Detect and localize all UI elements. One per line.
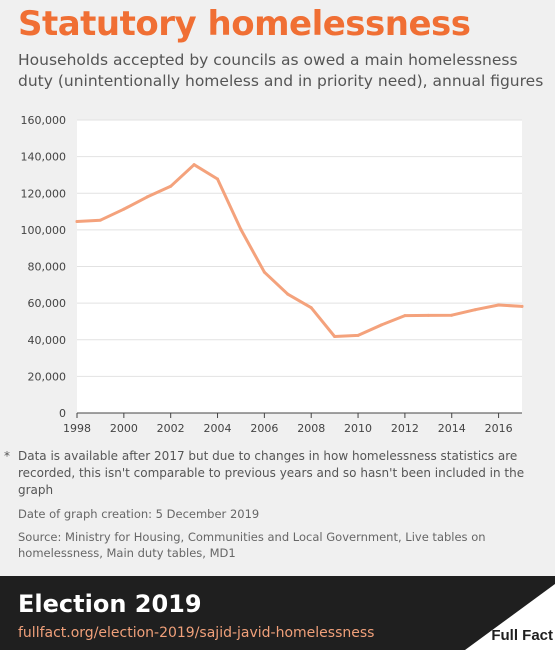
y-tick-label: 140,000: [21, 151, 67, 164]
data-point: [192, 163, 196, 167]
page-title: Statutory homelessness: [18, 4, 471, 44]
data-point: [262, 270, 266, 274]
article-link[interactable]: fullfact.org/election-2019/sajid-javid-h…: [18, 625, 375, 641]
y-tick-label: 20,000: [28, 370, 67, 383]
x-tick-label: 2006: [250, 422, 278, 435]
footnote: * Data is available after 2017 but due t…: [4, 448, 550, 499]
y-tick-label: 60,000: [28, 297, 67, 310]
data-point: [450, 313, 454, 317]
data-point: [145, 195, 149, 199]
data-point: [239, 228, 243, 232]
y-tick-label: 40,000: [28, 334, 67, 347]
full-fact-logo: Full Fact: [460, 576, 555, 650]
x-tick-label: 2008: [297, 422, 325, 435]
x-tick-label: 2000: [110, 422, 138, 435]
data-point: [403, 314, 407, 318]
data-point: [356, 333, 360, 337]
logo-triangle-icon: [465, 584, 555, 650]
data-point: [333, 334, 337, 338]
footnote-text: Data is available after 2017 but due to …: [18, 449, 525, 497]
y-tick-label: 160,000: [21, 114, 67, 127]
data-point: [75, 219, 79, 223]
x-tick-label: 2012: [391, 422, 419, 435]
x-tick-label: 2004: [204, 422, 232, 435]
data-point: [426, 313, 430, 317]
x-tick-label: 2016: [485, 422, 513, 435]
y-tick-label: 100,000: [21, 224, 67, 237]
data-point: [379, 323, 383, 327]
data-point: [216, 177, 220, 181]
line-chart: 0 20,000 40,000 60,000 80,000 100,000 120,000 1…: [21, 114, 524, 435]
x-tick-label: 2014: [438, 422, 466, 435]
y-tick-label: 0: [59, 407, 66, 420]
source-text: Source: Ministry for Housing, Communitie…: [18, 530, 486, 560]
data-point: [473, 308, 477, 312]
data-point: [122, 207, 126, 211]
data-point: [309, 306, 313, 310]
logo-text: Full Fact: [491, 627, 553, 644]
x-tick-label: 1998: [63, 422, 91, 435]
data-point: [520, 304, 524, 308]
series-line: [75, 163, 524, 338]
graph-date: Date of graph creation: 5 December 2019: [18, 507, 260, 521]
data-point: [98, 218, 102, 222]
x-tick-label: 2002: [157, 422, 185, 435]
chart-subtitle: Households accepted by councils as owed …: [18, 51, 544, 90]
y-tick-label: 120,000: [21, 187, 67, 200]
data-point: [497, 303, 501, 307]
y-tick-label: 80,000: [28, 261, 67, 274]
footer-banner: Election 2019 fullfact.org/election-2019…: [0, 576, 555, 650]
data-point: [286, 292, 290, 296]
data-point: [169, 184, 173, 188]
x-tick-label: 2010: [344, 422, 372, 435]
election-title: Election 2019: [18, 590, 202, 618]
footnote-marker: *: [4, 449, 10, 463]
